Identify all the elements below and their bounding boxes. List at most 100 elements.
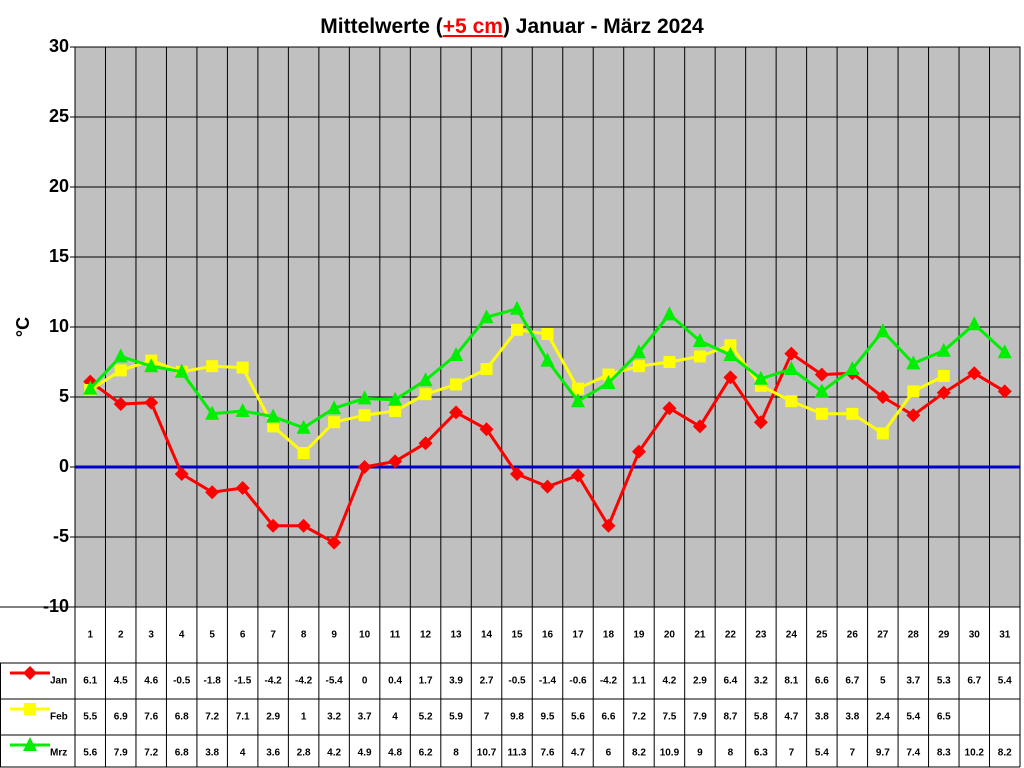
y-tick-label: -10 — [43, 596, 69, 616]
table-cell: 3.2 — [327, 712, 341, 723]
table-cell: 4.2 — [662, 676, 676, 687]
data-point — [906, 355, 921, 370]
data-point — [419, 388, 432, 401]
table-cell: 9 — [697, 748, 703, 759]
table-cell: 7 — [484, 712, 490, 723]
table-cell: 7.2 — [144, 748, 158, 759]
x-tick-label: 15 — [511, 630, 523, 641]
data-point — [571, 382, 584, 395]
x-tick-label: 26 — [847, 630, 859, 641]
table-cell: 2.9 — [266, 712, 280, 723]
data-point — [418, 372, 433, 387]
data-point — [723, 370, 738, 385]
table-cell: -4.2 — [600, 676, 618, 687]
x-tick-label: 9 — [331, 630, 337, 641]
y-tick-label: 10 — [49, 316, 69, 336]
legend-marker — [23, 737, 37, 751]
legend-label: Feb — [50, 712, 68, 723]
data-point — [631, 344, 646, 359]
table-cell: 4.7 — [571, 748, 585, 759]
data-point — [632, 360, 645, 373]
table-cell: 10.9 — [660, 748, 680, 759]
table-cell: -1.8 — [204, 676, 222, 687]
x-tick-label: 22 — [725, 630, 737, 641]
table-cell: 8 — [453, 748, 459, 759]
table-cell: 6.6 — [815, 676, 829, 687]
table-cell: 5.8 — [754, 712, 768, 723]
data-point — [389, 405, 402, 417]
table-cell: 4.7 — [784, 712, 798, 723]
data-point — [936, 342, 951, 357]
table-cell: 6.7 — [967, 676, 981, 687]
table-cell: 9.7 — [876, 748, 890, 759]
table-cell: 8.1 — [784, 676, 798, 687]
data-point — [601, 375, 616, 389]
table-cell: 7.1 — [236, 712, 250, 723]
y-tick-label: 30 — [49, 36, 69, 56]
x-tick-label: 29 — [938, 630, 950, 641]
data-point — [327, 400, 342, 415]
table-cell: 2.9 — [693, 676, 707, 687]
x-tick-label: 1 — [87, 630, 93, 641]
table-cell: 7.4 — [906, 748, 920, 759]
table-cell: 3.8 — [205, 748, 219, 759]
x-tick-label: 19 — [633, 630, 645, 641]
x-tick-label: 13 — [450, 630, 462, 641]
table-cell: 9.5 — [541, 712, 555, 723]
table-cell: 4 — [392, 712, 398, 723]
data-point — [449, 405, 464, 420]
data-point — [785, 395, 798, 408]
data-point — [358, 409, 371, 422]
table-cell: 5.4 — [998, 676, 1012, 687]
table-cell: 11.3 — [508, 748, 527, 759]
data-point — [174, 467, 189, 481]
table-cell: 2.8 — [297, 748, 311, 759]
data-point — [784, 361, 799, 375]
data-point — [113, 348, 128, 363]
table-cell: 0 — [362, 676, 368, 687]
table-cell: 6.4 — [723, 676, 737, 687]
x-tick-label: 27 — [877, 630, 889, 641]
data-point — [296, 518, 311, 533]
data-point — [296, 419, 311, 434]
data-point — [692, 333, 707, 347]
table-cell: 6.9 — [114, 712, 128, 723]
x-tick-label: 10 — [359, 630, 371, 641]
data-point — [540, 479, 555, 494]
x-tick-label: 18 — [603, 630, 615, 641]
table-cell: 3.9 — [449, 676, 463, 687]
table-cell: -1.5 — [234, 676, 252, 687]
x-tick-label: 8 — [301, 630, 307, 641]
table-cell: 0.4 — [388, 676, 402, 687]
data-point — [541, 328, 554, 340]
data-point — [631, 444, 646, 459]
data-point — [144, 358, 159, 373]
data-point — [845, 361, 860, 375]
data-point — [205, 485, 220, 500]
x-tick-label: 28 — [908, 630, 920, 641]
table-cell: 8 — [728, 748, 734, 759]
x-tick-label: 23 — [755, 630, 767, 641]
x-tick-label: 30 — [969, 630, 981, 641]
data-point — [875, 323, 890, 338]
data-point — [967, 316, 982, 331]
legend-label: Mrz — [50, 748, 67, 759]
data-point — [967, 366, 982, 381]
data-point — [357, 390, 372, 405]
x-tick-label: 6 — [240, 630, 246, 641]
table-cell: 7.9 — [693, 712, 707, 723]
data-point — [479, 422, 494, 437]
table-cell: 2.7 — [480, 676, 494, 687]
x-tick-label: 21 — [694, 630, 706, 641]
table-cell: 3.8 — [815, 712, 829, 723]
table-cell: 4.8 — [388, 748, 402, 759]
data-point — [510, 300, 525, 315]
x-tick-label: 16 — [542, 630, 554, 641]
data-point — [814, 367, 829, 382]
y-axis-label: °C — [13, 317, 33, 337]
data-point — [267, 420, 280, 433]
data-point — [388, 391, 403, 406]
table-cell: 1.1 — [632, 676, 646, 687]
table-cell: 6.2 — [419, 748, 433, 759]
